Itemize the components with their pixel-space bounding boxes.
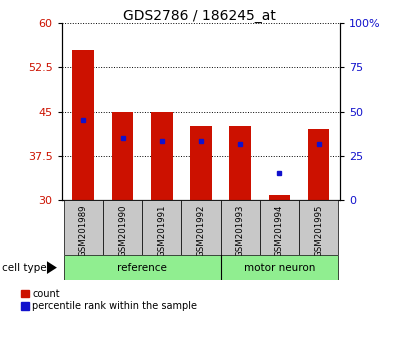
Text: cell type: cell type bbox=[2, 263, 47, 273]
Bar bbox=[269, 195, 290, 200]
Text: motor neuron: motor neuron bbox=[244, 263, 315, 273]
Text: GSM201991: GSM201991 bbox=[157, 204, 166, 257]
Text: reference: reference bbox=[117, 263, 167, 273]
Bar bbox=[220, 255, 338, 280]
Bar bbox=[142, 200, 181, 255]
Bar bbox=[220, 200, 260, 255]
Polygon shape bbox=[47, 261, 57, 274]
Bar bbox=[103, 200, 142, 255]
Bar bbox=[260, 200, 299, 255]
Text: GSM201992: GSM201992 bbox=[197, 204, 205, 257]
Text: GSM201994: GSM201994 bbox=[275, 204, 284, 257]
Bar bbox=[72, 50, 94, 200]
Text: GSM201989: GSM201989 bbox=[79, 204, 88, 257]
Bar bbox=[64, 200, 103, 255]
Legend: count, percentile rank within the sample: count, percentile rank within the sample bbox=[21, 289, 197, 311]
Bar bbox=[181, 200, 220, 255]
Bar bbox=[112, 112, 133, 200]
Text: GSM201993: GSM201993 bbox=[236, 204, 245, 257]
Bar bbox=[64, 255, 220, 280]
Text: GSM201990: GSM201990 bbox=[118, 204, 127, 257]
Bar bbox=[190, 126, 212, 200]
Bar bbox=[308, 129, 330, 200]
Bar bbox=[151, 112, 173, 200]
Bar bbox=[229, 126, 251, 200]
Text: GDS2786 / 186245_at: GDS2786 / 186245_at bbox=[123, 9, 275, 23]
Bar bbox=[299, 200, 338, 255]
Text: GSM201995: GSM201995 bbox=[314, 204, 323, 257]
